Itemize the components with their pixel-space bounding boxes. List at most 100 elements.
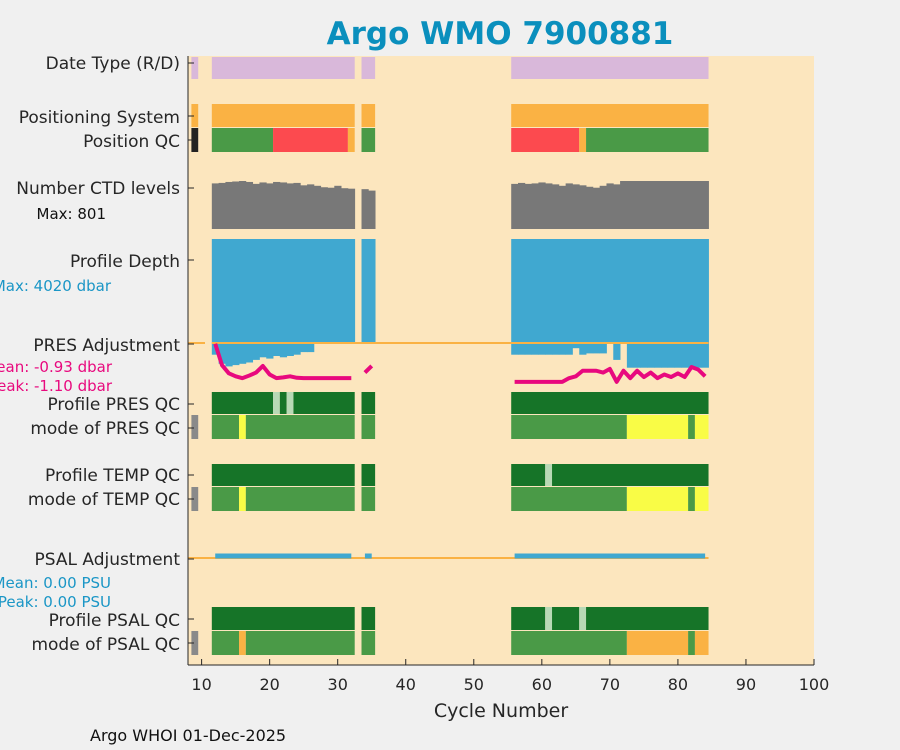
profile-depth-bar <box>307 239 315 353</box>
profile-depth-bar <box>293 239 301 355</box>
row-bands <box>191 57 709 655</box>
mode-temp-qc-segment <box>688 487 695 511</box>
ctd-level-bar <box>633 181 641 229</box>
profile-pres-qc-segment <box>273 392 280 414</box>
ctd-level-bar <box>674 181 682 229</box>
mode-psal-qc-segment <box>191 631 199 655</box>
position-qc-segment <box>511 128 580 152</box>
label-pres-adjustment: PRES Adjustment <box>33 336 180 356</box>
profile-depth-bar <box>252 239 260 360</box>
ctd-level-bar <box>681 181 689 229</box>
x-tick-label: 50 <box>464 675 484 694</box>
x-tick-label: 20 <box>259 675 279 694</box>
mode-psal-qc-segment <box>694 631 709 655</box>
ctd-level-bar <box>300 185 308 229</box>
label-pres-peak: Peak: -1.10 dbar <box>0 377 113 395</box>
label-date-type: Date Type (R/D) <box>46 54 180 74</box>
ctd-level-bar <box>545 183 553 229</box>
mode-temp-qc-segment <box>191 487 199 511</box>
profile-depth-bar <box>518 239 526 355</box>
ctd-level-bar <box>218 182 226 229</box>
ctd-level-bar <box>334 185 342 229</box>
x-tick-label: 60 <box>532 675 552 694</box>
ctd-level-bar <box>245 181 254 229</box>
label-profile-psal-qc: Profile PSAL QC <box>49 611 180 631</box>
pres-adjustment-line-b <box>363 364 374 375</box>
profile-depth-bar <box>334 239 342 343</box>
label-profile-pres-qc: Profile PRES QC <box>47 395 180 415</box>
profile-depth-bar <box>606 239 614 343</box>
profile-depth-bar <box>327 239 335 343</box>
mode-temp-qc-segment <box>245 487 355 511</box>
profile-psal-qc-segment <box>361 607 376 630</box>
position-qc-segment <box>579 128 587 152</box>
mode-temp-qc-segment <box>694 487 709 511</box>
ctd-level-bar <box>558 185 567 229</box>
mode-psal-qc-segment <box>211 631 240 655</box>
ctd-level-bar <box>654 181 662 229</box>
ctd-level-bar <box>592 187 601 229</box>
mode-pres-qc-segment <box>626 415 689 439</box>
ctd-level-bar <box>341 188 349 229</box>
profile-depth-bar <box>660 239 669 368</box>
mode-psal-qc-segment <box>361 631 376 655</box>
profile-depth-bar <box>300 239 308 353</box>
position-qc-segment <box>347 128 355 152</box>
profile-psal-qc-segment <box>586 607 709 630</box>
label-positioning-system: Positioning System <box>19 108 180 128</box>
label-mode-temp-qc: mode of TEMP QC <box>28 490 180 510</box>
profile-depth-bar <box>531 239 539 355</box>
mode-pres-qc-segment <box>694 415 709 439</box>
profile-depth-bar <box>572 239 580 349</box>
profile-depth-bar <box>558 239 567 355</box>
position-qc-segment <box>586 128 709 152</box>
level-bars <box>211 181 709 368</box>
profile-depth-bar <box>633 239 641 368</box>
profile-temp-qc-segment <box>361 464 376 486</box>
ctd-level-bar <box>599 185 607 229</box>
x-tick-label: 90 <box>736 675 756 694</box>
mode-pres-qc-segment <box>211 415 240 439</box>
date-type-segment <box>361 57 376 79</box>
label-depth-max: Max: 4020 dbar <box>0 277 112 295</box>
ctd-level-bar <box>647 181 655 229</box>
mode-pres-qc-segment <box>511 415 627 439</box>
ctd-level-bar <box>660 181 669 229</box>
mode-psal-qc-segment <box>245 631 355 655</box>
x-axis-label: Cycle Number <box>434 700 568 722</box>
profile-depth-bar <box>279 239 288 358</box>
ctd-level-bar <box>688 181 696 229</box>
positioning-system-segment <box>191 104 199 127</box>
mode-pres-qc-segment <box>239 415 246 439</box>
mode-temp-qc-segment <box>626 487 689 511</box>
profile-temp-qc-segment <box>211 464 355 486</box>
ctd-level-bar <box>232 181 240 229</box>
ctd-level-bar <box>531 183 539 229</box>
ctd-level-bar <box>279 182 288 229</box>
ctd-level-bar <box>518 182 526 229</box>
ctd-level-bar <box>606 183 614 229</box>
ctd-level-bar <box>211 183 220 229</box>
ctd-level-bar <box>327 187 335 229</box>
profile-pres-qc-segment <box>279 392 287 414</box>
profile-depth-bar <box>313 239 322 343</box>
profile-depth-bar <box>218 239 226 364</box>
label-ctd-max: Max: 801 <box>37 205 106 223</box>
profile-depth-bar <box>640 239 648 368</box>
ctd-level-bar <box>565 183 573 229</box>
ctd-level-bar <box>273 181 281 229</box>
date-type-segment <box>511 57 709 79</box>
profile-depth-bar <box>545 239 553 355</box>
profile-depth-bar <box>667 239 675 368</box>
label-psal-mean: Mean: 0.00 PSU <box>0 574 111 592</box>
mode-pres-qc-segment <box>245 415 355 439</box>
date-type-segment <box>211 57 355 79</box>
label-psal-adjustment: PSAL Adjustment <box>35 550 181 570</box>
ctd-level-bar <box>524 183 533 229</box>
profile-depth-bar <box>286 239 294 356</box>
profile-pres-qc-segment <box>361 392 376 414</box>
positioning-system-segment <box>361 104 376 127</box>
y-ticks <box>188 62 194 644</box>
position-qc-segment <box>191 128 199 152</box>
mode-temp-qc-segment <box>361 487 376 511</box>
